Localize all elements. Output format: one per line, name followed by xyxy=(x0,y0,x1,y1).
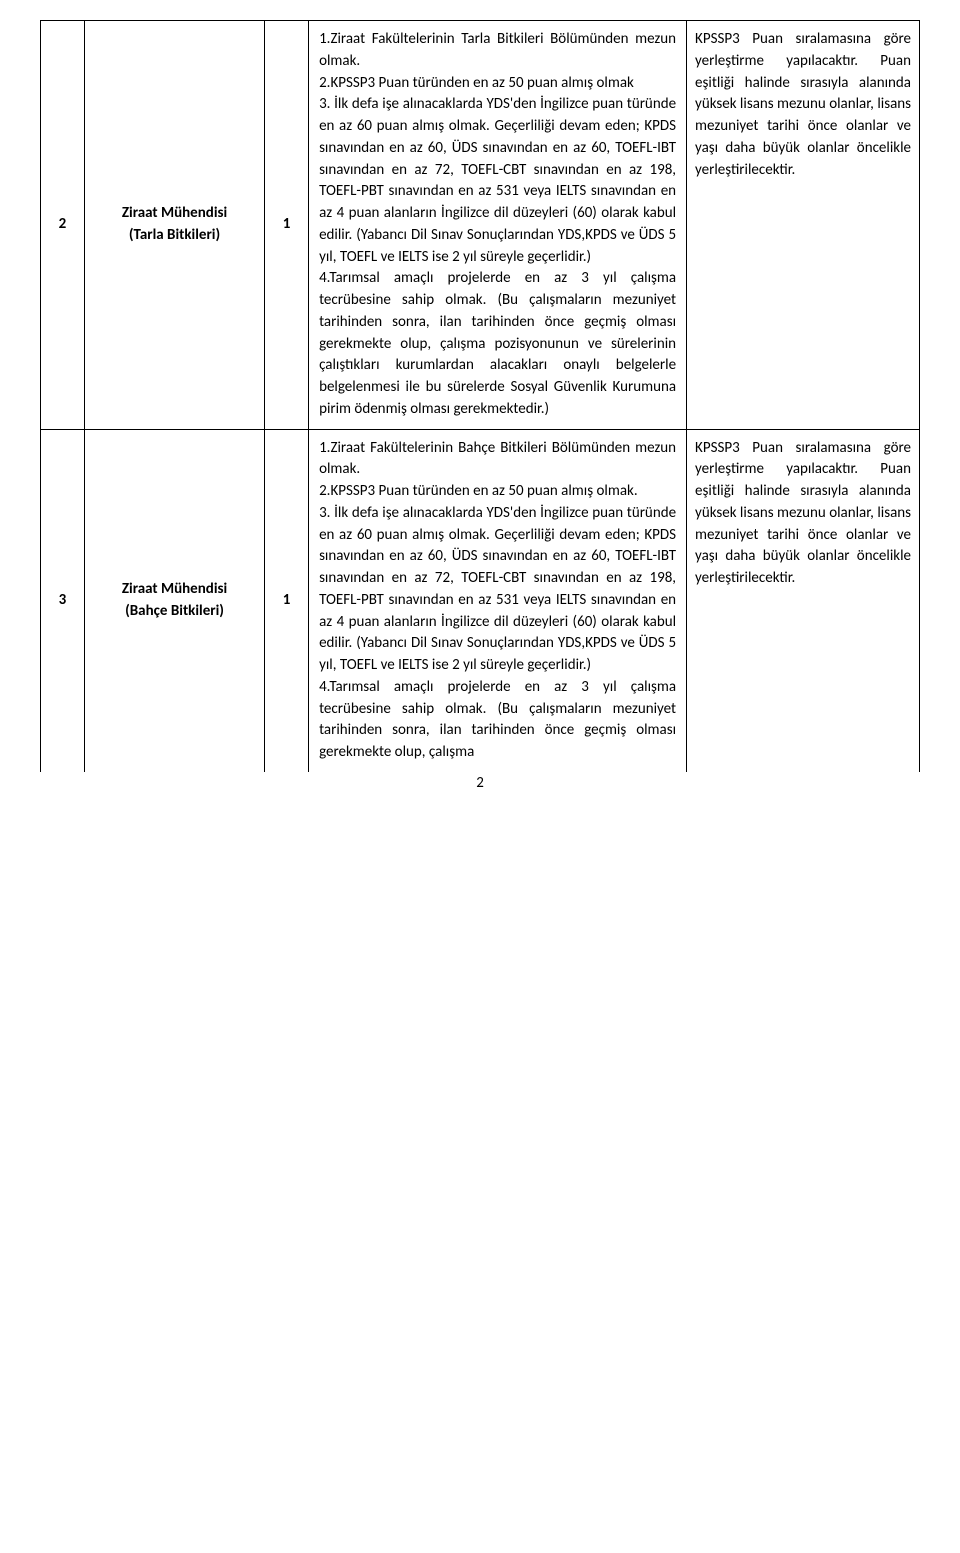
row-title: Ziraat Mühendisi (Bahçe Bitkileri) xyxy=(84,429,264,772)
row-count: 1 xyxy=(265,429,309,772)
row-title: Ziraat Mühendisi (Tarla Bitkileri) xyxy=(84,21,264,430)
row-title-line1: Ziraat Mühendisi xyxy=(91,203,258,225)
row-number: 2 xyxy=(41,21,85,430)
row-note: KPSSP3 Puan sıralamasına göre yerleştirm… xyxy=(687,429,920,772)
table-row: 2 Ziraat Mühendisi (Tarla Bitkileri) 1 1… xyxy=(41,21,920,430)
row-note: KPSSP3 Puan sıralamasına göre yerleştirm… xyxy=(687,21,920,430)
row-count: 1 xyxy=(265,21,309,430)
row-title-line1: Ziraat Mühendisi xyxy=(91,579,258,601)
row-number: 3 xyxy=(41,429,85,772)
row-title-line2: (Tarla Bitkileri) xyxy=(91,225,258,247)
row-requirements: 1.Ziraat Fakültelerinin Tarla Bitkileri … xyxy=(309,21,687,430)
table-row: 3 Ziraat Mühendisi (Bahçe Bitkileri) 1 1… xyxy=(41,429,920,772)
page-number: 2 xyxy=(40,774,920,792)
row-title-line2: (Bahçe Bitkileri) xyxy=(91,601,258,623)
row-requirements: 1.Ziraat Fakültelerinin Bahçe Bitkileri … xyxy=(309,429,687,772)
requirements-table: 2 Ziraat Mühendisi (Tarla Bitkileri) 1 1… xyxy=(40,20,920,772)
